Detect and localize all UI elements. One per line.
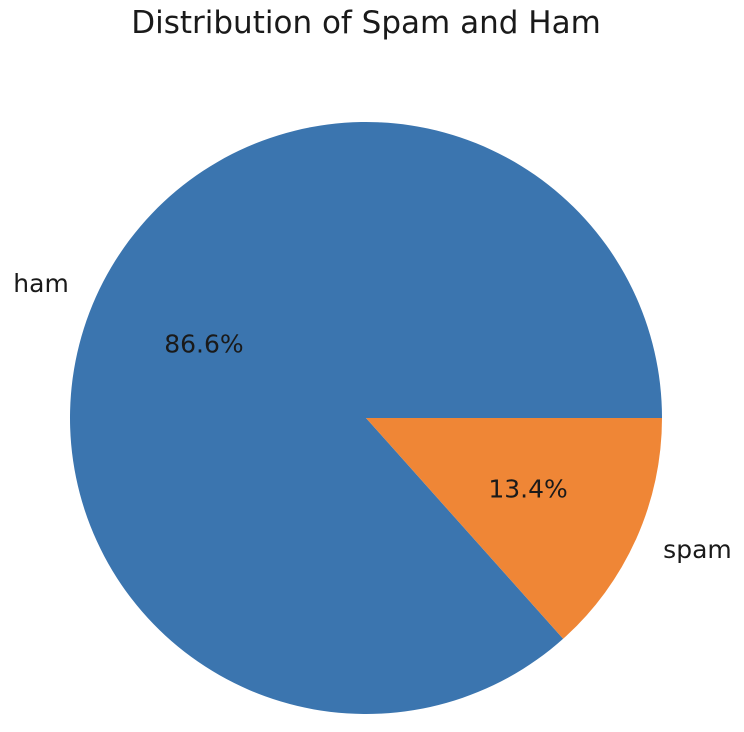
pct-label-ham: 86.6% xyxy=(164,329,243,358)
slice-label-spam: spam xyxy=(663,535,732,564)
pie-slice-spam xyxy=(366,418,662,639)
pct-label-spam: 13.4% xyxy=(488,475,567,504)
chart-title: Distribution of Spam and Ham xyxy=(131,5,601,41)
slice-label-ham: ham xyxy=(13,269,69,298)
pie-slice-ham xyxy=(69,122,662,715)
pie-labels: ham 86.6% spam 13.4% xyxy=(13,269,731,564)
pie-slices xyxy=(69,122,662,715)
